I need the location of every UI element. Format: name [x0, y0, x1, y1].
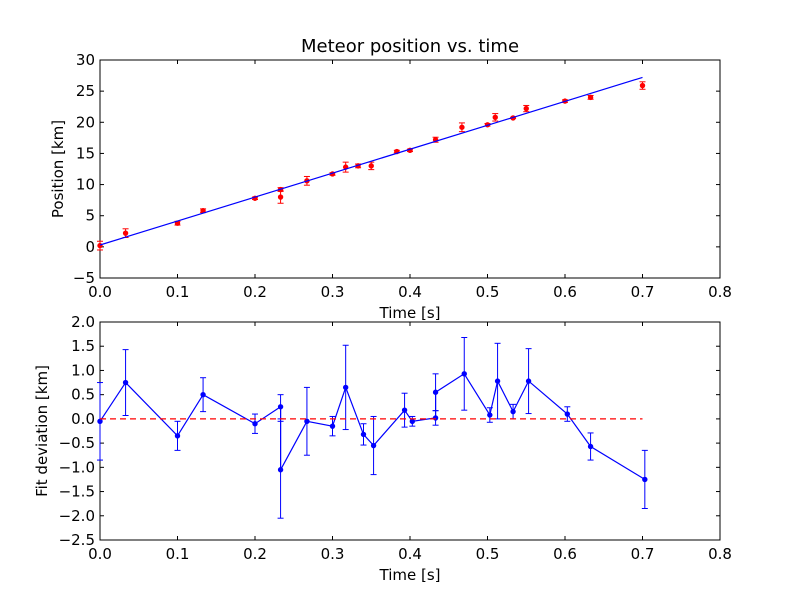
- y-tick-label: 25: [76, 82, 95, 100]
- data-point: [277, 467, 284, 473]
- x-tick-label: 0.1: [166, 283, 190, 301]
- x-tick-label: 0.2: [243, 283, 267, 301]
- y-tick-label: 1.5: [71, 337, 95, 355]
- data-point: [459, 124, 465, 130]
- data-point: [277, 194, 284, 200]
- y-tick-label: −2.0: [59, 507, 95, 525]
- data-point: [523, 105, 529, 112]
- y-tick-label: −2.5: [59, 531, 95, 549]
- y-tick-label: 0.0: [71, 410, 95, 428]
- x-tick-label: 0.4: [398, 283, 422, 301]
- data-point: [432, 389, 439, 395]
- x-tick-label: 0.7: [631, 545, 655, 563]
- data-point: [587, 94, 594, 101]
- x-tick-label: 0.1: [166, 545, 190, 563]
- data-point: [587, 443, 594, 450]
- y-tick-label: −0.5: [59, 434, 95, 452]
- data-point: [252, 421, 258, 427]
- y-axis: −5 0 5 10 15 20 25 30: [73, 51, 720, 287]
- data-point: [368, 163, 374, 169]
- x-tick-label: 0.4: [398, 545, 422, 563]
- x-axis-label: Time [s]: [379, 304, 441, 322]
- y-tick-label: 30: [76, 51, 95, 69]
- x-tick-label: 0.5: [476, 283, 500, 301]
- data-point: [461, 371, 467, 377]
- data-point: [401, 407, 408, 413]
- data-point: [122, 230, 129, 236]
- data-point: [487, 412, 493, 418]
- x-axis-label: Time [s]: [379, 566, 441, 584]
- x-axis: 0.0 0.1 0.2 0.3 0.4 0.5 0.6 0.7 0.8: [88, 60, 732, 301]
- y-tick-label: 20: [76, 113, 95, 131]
- x-tick-label: 0.6: [553, 283, 577, 301]
- y-tick-label: 15: [76, 144, 95, 162]
- x-tick-label: 0.2: [243, 545, 267, 563]
- x-tick-label: 0.0: [88, 283, 112, 301]
- x-tick-label: 0.5: [476, 545, 500, 563]
- data-point: [174, 433, 181, 439]
- y-tick-label: 5: [85, 207, 95, 225]
- data-point: [277, 404, 284, 410]
- x-tick-label: 0.3: [321, 545, 345, 563]
- y-tick-label: 2.0: [71, 313, 95, 331]
- data-point: [642, 476, 648, 483]
- y-tick-label: 0: [85, 238, 95, 256]
- x-axis: 0.0 0.1 0.2 0.3 0.4 0.5 0.6 0.7 0.8: [88, 322, 732, 563]
- data-point: [342, 384, 349, 391]
- data-point: [97, 418, 103, 425]
- data-point: [639, 82, 646, 89]
- x-tick-label: 0.7: [631, 283, 655, 301]
- data-point: [360, 431, 367, 438]
- data-point: [409, 418, 416, 425]
- x-tick-label: 0.3: [321, 283, 345, 301]
- x-tick-label: 0.0: [88, 545, 112, 563]
- y-tick-label: 10: [76, 176, 95, 194]
- y-axis-label: Position [km]: [49, 120, 67, 218]
- position-chart: Meteor position vs. time 0.0 0.1 0.2 0.3 0.4…: [49, 36, 732, 322]
- x-tick-label: 0.8: [708, 545, 732, 563]
- data-point: [525, 378, 532, 384]
- y-tick-label: 0.5: [71, 386, 95, 404]
- data-point: [329, 423, 336, 429]
- chart-title: Meteor position vs. time: [301, 36, 519, 57]
- y-axis: −2.5 −2.0 −1.5 −1.0 −0.5 0.0 0.5 1.0 1.5 2.0: [59, 313, 720, 549]
- y-tick-label: −1.0: [59, 458, 95, 476]
- x-tick-label: 0.8: [708, 283, 732, 301]
- data-point: [122, 379, 129, 386]
- data-point: [564, 411, 571, 417]
- data-point: [492, 114, 498, 121]
- series-line: [99, 76, 643, 246]
- series-group: [97, 76, 646, 251]
- data-point: [494, 378, 501, 384]
- data-point: [200, 391, 206, 398]
- data-point: [370, 442, 377, 449]
- data-point: [304, 418, 310, 425]
- y-tick-label: −5: [73, 269, 95, 287]
- series-group: [97, 337, 648, 519]
- y-tick-label: 1.0: [71, 361, 95, 379]
- series-line: [99, 372, 646, 480]
- y-tick-label: −1.5: [59, 483, 95, 501]
- y-axis-label: Fit deviation [km]: [33, 365, 51, 497]
- deviation-chart: 0.0 0.1 0.2 0.3 0.4 0.5 0.6 0.7 0.8 −2.5 −2.0 −1.5…: [33, 313, 732, 584]
- data-point: [510, 408, 516, 415]
- x-tick-label: 0.6: [553, 545, 577, 563]
